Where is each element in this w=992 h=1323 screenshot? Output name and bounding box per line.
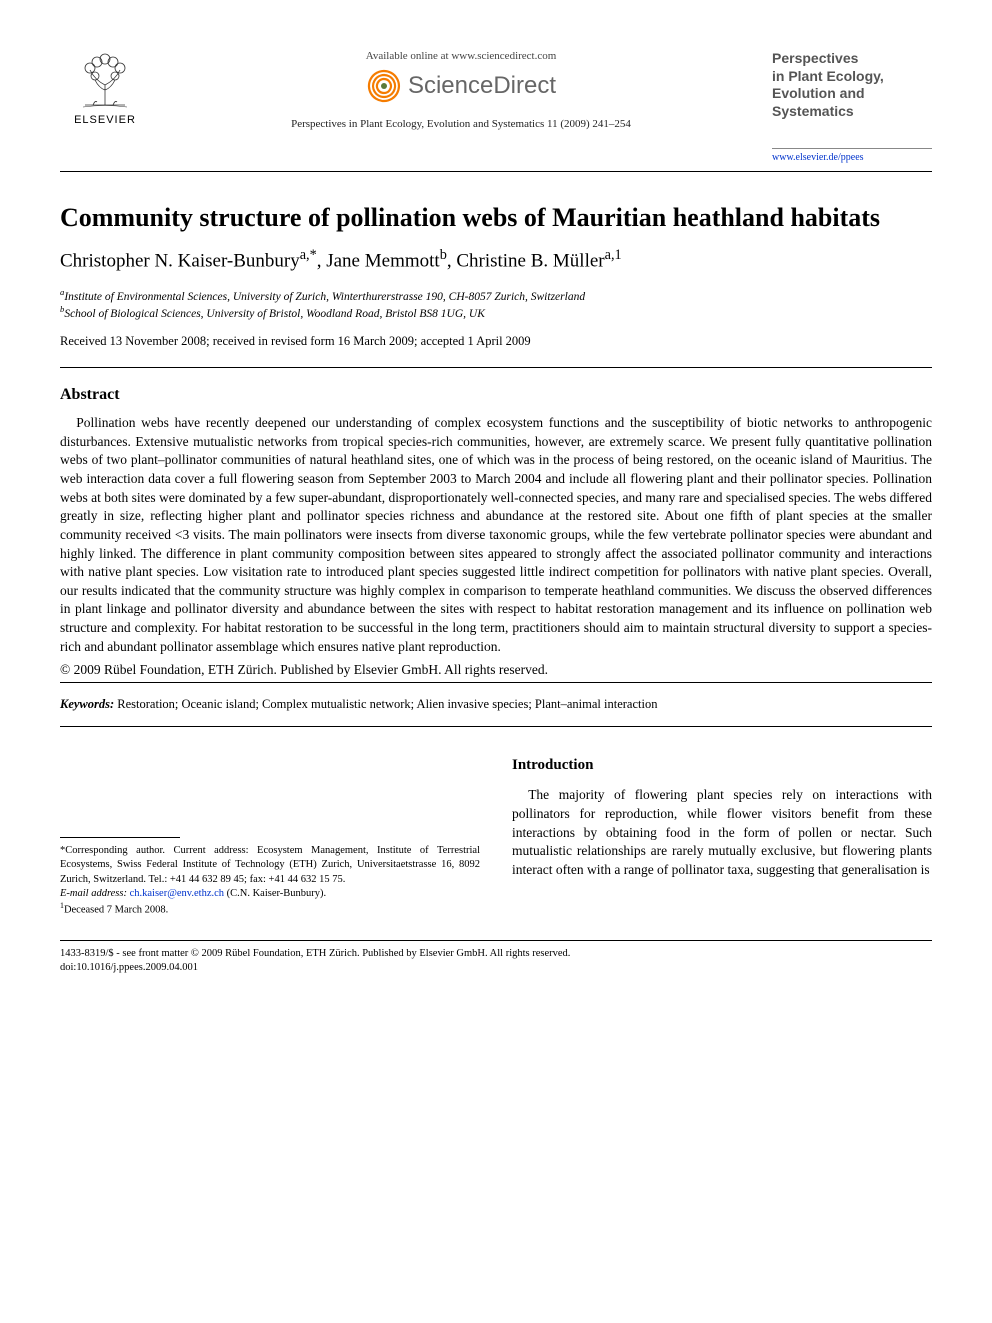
email-address[interactable]: ch.kaiser@env.ethz.ch bbox=[130, 888, 224, 899]
journal-name-line: in Plant Ecology, bbox=[772, 68, 884, 84]
deceased-note: 1Deceased 7 March 2008. bbox=[60, 901, 480, 918]
available-online-text: Available online at www.sciencedirect.co… bbox=[160, 50, 762, 62]
publisher-label: ELSEVIER bbox=[74, 114, 136, 126]
keywords-text: Restoration; Oceanic island; Complex mut… bbox=[114, 697, 657, 711]
two-column-region: *Corresponding author. Current address: … bbox=[60, 757, 932, 917]
sciencedirect-text: ScienceDirect bbox=[408, 72, 556, 100]
center-header: Available online at www.sciencedirect.co… bbox=[150, 50, 772, 130]
doi-line: doi:10.1016/j.ppees.2009.04.001 bbox=[60, 961, 932, 975]
journal-name-line: Perspectives bbox=[772, 50, 858, 66]
publisher-logo-block: ELSEVIER bbox=[60, 50, 150, 126]
elsevier-tree-icon bbox=[75, 50, 135, 110]
sciencedirect-logo: ScienceDirect bbox=[160, 68, 762, 104]
corresponding-author-note: *Corresponding author. Current address: … bbox=[60, 844, 480, 887]
journal-name-line: Systematics bbox=[772, 103, 854, 119]
left-column: *Corresponding author. Current address: … bbox=[60, 757, 480, 917]
keywords-line: Keywords: Restoration; Oceanic island; C… bbox=[60, 697, 932, 712]
divider-rule bbox=[60, 367, 932, 368]
footnote-rule bbox=[60, 837, 180, 838]
authors-line: Christopher N. Kaiser-Bunburya,*, Jane M… bbox=[60, 247, 932, 272]
journal-name-block: Perspectives in Plant Ecology, Evolution… bbox=[772, 50, 932, 163]
page-footer: 1433-8319/$ - see front matter © 2009 Rü… bbox=[60, 940, 932, 975]
article-title: Community structure of pollination webs … bbox=[60, 202, 932, 233]
front-matter-line: 1433-8319/$ - see front matter © 2009 Rü… bbox=[60, 947, 932, 961]
introduction-heading: Introduction bbox=[512, 757, 932, 774]
footnote-block: *Corresponding author. Current address: … bbox=[60, 844, 480, 917]
journal-name: Perspectives in Plant Ecology, Evolution… bbox=[772, 50, 932, 120]
email-line: E-mail address: ch.kaiser@env.ethz.ch (C… bbox=[60, 887, 480, 901]
journal-name-line: Evolution and bbox=[772, 85, 865, 101]
keywords-label: Keywords: bbox=[60, 697, 114, 711]
abstract-body: Pollination webs have recently deepened … bbox=[60, 414, 932, 656]
sciencedirect-swirl-icon bbox=[366, 68, 402, 104]
journal-url[interactable]: www.elsevier.de/ppees bbox=[772, 148, 932, 163]
page-header: ELSEVIER Available online at www.science… bbox=[60, 50, 932, 163]
affiliation: bSchool of Biological Sciences, Universi… bbox=[60, 304, 932, 320]
email-person: (C.N. Kaiser-Bunbury). bbox=[224, 888, 326, 899]
header-rule bbox=[60, 171, 932, 172]
keywords-top-rule bbox=[60, 682, 932, 683]
affiliation: aInstitute of Environmental Sciences, Un… bbox=[60, 287, 932, 303]
email-label: E-mail address: bbox=[60, 888, 127, 899]
abstract-heading: Abstract bbox=[60, 386, 932, 404]
affiliations: aInstitute of Environmental Sciences, Un… bbox=[60, 287, 932, 321]
introduction-body: The majority of flowering plant species … bbox=[512, 786, 932, 879]
article-dates: Received 13 November 2008; received in r… bbox=[60, 334, 932, 349]
abstract-copyright: © 2009 Rübel Foundation, ETH Zürich. Pub… bbox=[60, 662, 932, 678]
right-column: Introduction The majority of flowering p… bbox=[512, 757, 932, 917]
journal-reference: Perspectives in Plant Ecology, Evolution… bbox=[160, 118, 762, 130]
keywords-bottom-rule bbox=[60, 726, 932, 727]
